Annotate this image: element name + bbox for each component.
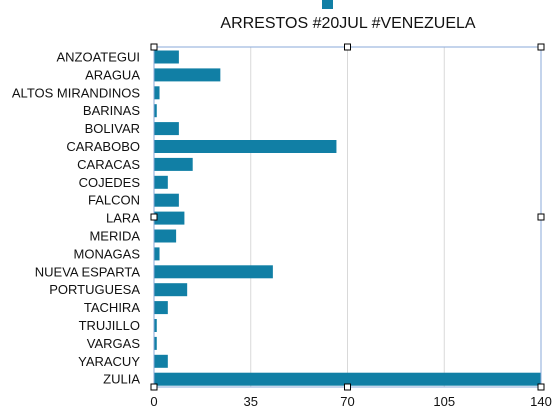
bar-15 — [154, 319, 157, 332]
category-label-16: VARGAS — [87, 336, 141, 351]
x-tick-label-4: 140 — [530, 394, 552, 409]
bar-3 — [154, 104, 157, 118]
category-label-5: CARABOBO — [66, 139, 140, 154]
bar-8 — [154, 193, 179, 207]
resize-handle-bottom-right[interactable] — [537, 383, 545, 391]
bar-5 — [154, 140, 337, 153]
bar-9 — [154, 211, 185, 225]
resize-handle-top-left[interactable] — [150, 43, 158, 51]
category-label-7: COJEDES — [79, 175, 141, 190]
category-label-0: ANZOATEGUI — [56, 50, 140, 65]
category-label-14: TACHIRA — [84, 300, 140, 315]
bar-11 — [154, 247, 160, 261]
bar-0 — [154, 50, 179, 64]
category-label-15: TRUJILLO — [79, 318, 140, 333]
category-label-9: LARA — [106, 211, 140, 226]
bar-18 — [154, 372, 541, 386]
category-label-8: FALCON — [88, 193, 140, 208]
resize-handle-top-center[interactable] — [344, 43, 351, 51]
legend-swatch — [322, 0, 333, 9]
resize-handle-bottom-center[interactable] — [344, 383, 351, 391]
category-label-1: ARAGUA — [85, 67, 140, 82]
category-label-12: NUEVA ESPARTA — [35, 264, 141, 279]
resize-handle-middle-left[interactable] — [150, 213, 158, 221]
category-label-2: ALTOS MIRANDINOS — [12, 85, 140, 100]
resize-handle-top-right[interactable] — [537, 43, 545, 51]
bar-16 — [154, 336, 157, 350]
bar-10 — [154, 229, 177, 243]
resize-handle-middle-right[interactable] — [537, 213, 545, 221]
bar-2 — [154, 86, 160, 100]
chart-title: ARRESTOS #20JUL #VENEZUELA — [220, 15, 476, 32]
category-label-3: BARINAS — [83, 103, 140, 118]
category-label-4: BOLIVAR — [85, 121, 140, 136]
category-label-18: ZULIA — [103, 372, 140, 387]
x-tick-label-0: 0 — [150, 394, 157, 409]
x-tick-label-1: 35 — [244, 394, 258, 409]
gridlines — [153, 47, 445, 387]
x-tick-label-3: 105 — [433, 394, 455, 409]
resize-handle-bottom-left[interactable] — [150, 383, 158, 391]
bar-7 — [154, 175, 168, 189]
category-label-11: MONAGAS — [74, 246, 141, 261]
bar-12 — [154, 265, 273, 279]
bar-6 — [154, 157, 193, 171]
x-axis-ticks: 0 35 70 105 140 — [150, 394, 551, 409]
bar-17 — [154, 354, 168, 368]
bar-1 — [154, 68, 221, 82]
bar-14 — [154, 301, 168, 315]
bars — [154, 50, 541, 386]
x-tick-label-2: 70 — [340, 394, 354, 409]
category-label-10: MERIDA — [89, 229, 140, 244]
category-label-17: YARACUY — [78, 354, 140, 369]
category-label-13: PORTUGUESA — [49, 282, 140, 297]
selection-frame[interactable] — [150, 43, 545, 391]
category-label-6: CARACAS — [77, 157, 140, 172]
category-labels: ANZOATEGUI ARAGUA ALTOS MIRANDINOS BARINAS B… — [12, 50, 140, 387]
bar-13 — [154, 283, 188, 297]
bar-4 — [154, 122, 179, 136]
